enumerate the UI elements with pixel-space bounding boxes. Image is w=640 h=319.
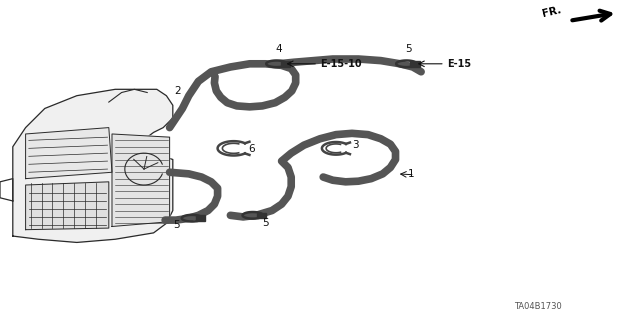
Text: 5: 5 (262, 219, 269, 228)
Polygon shape (26, 182, 109, 230)
Polygon shape (280, 61, 290, 67)
Polygon shape (112, 134, 170, 226)
Text: 3: 3 (352, 140, 358, 150)
Text: E-15: E-15 (447, 59, 471, 70)
Polygon shape (13, 89, 173, 242)
Polygon shape (196, 215, 205, 221)
Polygon shape (257, 212, 266, 218)
Text: FR.: FR. (541, 4, 562, 19)
Text: 2: 2 (174, 86, 180, 96)
Polygon shape (410, 61, 420, 67)
Polygon shape (26, 128, 112, 179)
Text: TA04B1730: TA04B1730 (514, 302, 561, 311)
Text: 6: 6 (248, 145, 255, 154)
Text: 1: 1 (408, 169, 414, 179)
Text: 4: 4 (275, 44, 282, 54)
Text: 5: 5 (173, 220, 179, 230)
Text: E-15-10: E-15-10 (320, 59, 362, 70)
Text: 5: 5 (405, 44, 412, 54)
